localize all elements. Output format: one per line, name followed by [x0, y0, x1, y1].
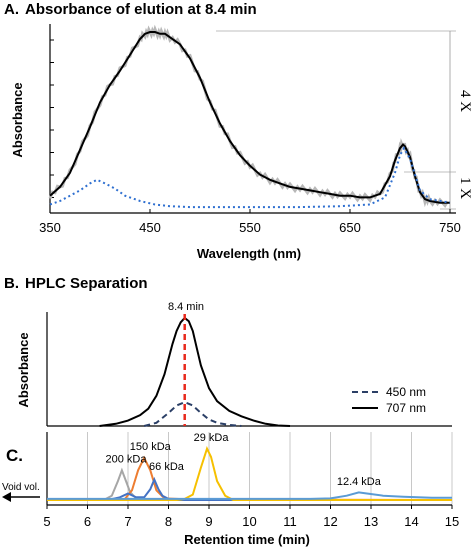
panel-c-x-tick-label: 11 [283, 514, 297, 529]
panel-c-xticks: 5 6 7 8 9 10 11 12 13 14 15 [43, 505, 459, 529]
panel-c-x-tick-label: 6 [84, 514, 91, 529]
panel-b-legend: 450 nm 707 nm [352, 385, 426, 415]
panel-c-peak-label: 12.4 kDa [337, 476, 382, 488]
panel-a-axes [49, 24, 456, 214]
panel-b-title-text: HPLC Separation [25, 275, 148, 292]
panel-a-x-tick-label: 450 [139, 220, 161, 235]
panel-c-x-tick-label: 13 [364, 514, 378, 529]
panel-c-peak-label: 200 kDa [105, 454, 147, 466]
panel-c-peak-label: 150 kDa [130, 441, 172, 453]
panel-c-x-tick-label: 10 [242, 514, 256, 529]
panel-c-x-tick-label: 7 [124, 514, 131, 529]
panel-c-x-tick-label: 12 [323, 514, 337, 529]
panel-b: B. HPLC Separation Absorbance 8.4 min 450… [4, 275, 452, 427]
void-volume-marker: Void vol. [2, 482, 40, 502]
panel-a-series-dotted [49, 146, 451, 209]
panel-b-plot [99, 314, 291, 427]
panel-c-series-4 [47, 491, 452, 500]
panel-b-series-707 [99, 316, 291, 427]
scale-label-4x: 4 X [457, 90, 473, 112]
panel-a-series-solid [49, 31, 450, 204]
panel-c-x-tick-label: 14 [404, 514, 418, 529]
panel-c-x-tick-label: 15 [445, 514, 459, 529]
panel-b-series-450 [143, 401, 242, 427]
panel-b-ylabel: Absorbance [16, 332, 31, 407]
panel-a-letter: A. [4, 1, 19, 18]
panel-c-plot [47, 446, 453, 501]
panel-a-x-tick-label: 350 [39, 220, 61, 235]
panel-c-x-tick-label: 9 [205, 514, 212, 529]
panel-c-x-tick-label: 5 [43, 514, 50, 529]
panel-a-plot [48, 24, 451, 209]
retention-annotation: 8.4 min [168, 301, 204, 313]
void-volume-arrow-icon [2, 492, 11, 502]
panel-c-axes [46, 432, 453, 506]
panel-c-xlabel: Retention time (min) [184, 532, 310, 547]
legend-label-707: 707 nm [386, 401, 426, 415]
legend-label-450: 450 nm [386, 385, 426, 399]
panel-a-xticks: 350 450 550 650 750 [39, 209, 461, 235]
panel-a-title: A. Absorbance of elution at 8.4 min [4, 1, 257, 18]
panel-a-title-text: Absorbance of elution at 8.4 min [25, 1, 257, 18]
panel-a-x-tick-label: 650 [339, 220, 361, 235]
panel-a-xlabel: Wavelength (nm) [197, 246, 301, 261]
panel-c-letter: C. [6, 446, 23, 465]
panel-a-x-tick-label: 750 [439, 220, 461, 235]
panel-b-title: B. HPLC Separation [4, 275, 148, 292]
panel-b-letter: B. [4, 275, 19, 292]
panel-a-ylabel: Absorbance [10, 82, 25, 157]
scale-label-1x: 1 X [457, 177, 473, 199]
panel-b-axes [46, 312, 452, 427]
panel-a-x-tick-label: 550 [239, 220, 261, 235]
panel-c-x-tick-label: 8 [165, 514, 172, 529]
void-volume-label: Void vol. [2, 482, 40, 493]
panel-a: A. Absorbance of elution at 8.4 min Absor… [4, 1, 473, 261]
panel-c-peak-label: 29 kDa [194, 432, 230, 444]
panel-c-peak-label: 66 kDa [149, 461, 185, 473]
